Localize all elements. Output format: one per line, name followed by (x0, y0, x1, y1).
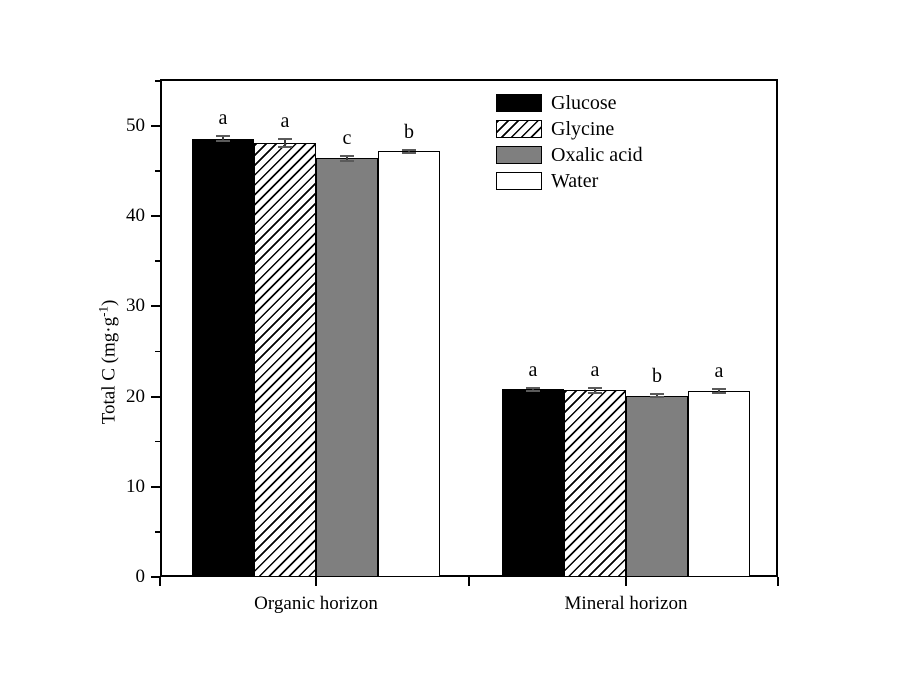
error-bar-line (408, 149, 410, 153)
bar-glucose (192, 138, 254, 577)
y-axis-minor-tick (155, 350, 160, 353)
legend-swatch-black-icon (496, 94, 542, 112)
y-axis-tick-label: 30 (126, 295, 145, 317)
legend-label: Oxalic acid (551, 144, 643, 166)
legend-swatch-gray-icon (496, 146, 542, 164)
error-bar-cap-top (588, 386, 602, 389)
bar-glycine (564, 390, 626, 577)
error-bar-cap-bottom (278, 146, 292, 149)
error-bar-cap-bottom (588, 391, 602, 394)
significance-letter: a (218, 107, 228, 130)
y-axis-tick-label: 20 (126, 385, 145, 407)
x-axis-tick (468, 577, 470, 586)
bar-glucose (502, 389, 564, 577)
y-axis-tick-label: 0 (135, 566, 146, 587)
y-axis-minor-tick (155, 531, 160, 533)
error-bar-line (532, 387, 534, 392)
significance-letter: b (652, 364, 662, 387)
significance-letter: a (714, 359, 724, 382)
y-axis-minor-tick (155, 170, 160, 172)
y-axis-minor-tick (155, 80, 160, 82)
error-bar-cap-top (650, 392, 664, 395)
bar-water (688, 391, 750, 577)
y-axis-major-tick (151, 485, 160, 488)
x-axis-category-label: Mineral horizon (564, 593, 688, 614)
error-bar-cap-bottom (712, 392, 726, 395)
error-bar-cap-top (340, 154, 354, 157)
error-bar-cap-top (278, 137, 292, 140)
error-bar-cap-top (216, 135, 230, 138)
significance-letter: a (280, 109, 290, 132)
bar-oxalic-acid (316, 158, 378, 577)
error-bar-line (594, 387, 596, 393)
legend-swatch-white-icon (496, 172, 542, 190)
y-axis-tick-label: 40 (126, 205, 145, 227)
error-bar-cap-bottom (650, 396, 664, 399)
y-axis-title-text: Total C (mg·g (98, 316, 120, 425)
x-axis-tick (625, 577, 627, 586)
error-bar-cap-top (526, 386, 540, 389)
error-bar-line (656, 393, 658, 398)
significance-letter: b (404, 120, 414, 143)
error-bar-cap-top (402, 148, 416, 151)
legend-label: Glycine (551, 118, 615, 140)
error-bar-cap-bottom (402, 151, 416, 154)
y-axis-major-tick (151, 124, 160, 127)
bar-glycine (254, 143, 316, 577)
legend-entry: Water (496, 168, 643, 194)
y-axis-major-tick (151, 215, 160, 218)
significance-letter: a (590, 358, 600, 381)
y-axis-major-tick (151, 305, 160, 308)
legend-label: Water (551, 170, 599, 192)
legend-entry: Glucose (496, 90, 643, 116)
error-bar-line (222, 136, 224, 141)
y-axis-major-tick (151, 395, 160, 398)
error-bar-line (718, 388, 720, 394)
y-axis-minor-tick (155, 440, 160, 443)
error-bar-cap-top (712, 387, 726, 390)
y-axis-minor-tick (155, 260, 160, 262)
error-bar-line (284, 138, 286, 148)
error-bar-cap-bottom (340, 160, 354, 163)
legend-label: Glucose (551, 92, 617, 114)
legend-entry: Glycine (496, 116, 643, 142)
y-axis-tick-label: 10 (126, 475, 145, 497)
error-bar-cap-bottom (526, 390, 540, 393)
x-axis-tick (315, 577, 317, 586)
error-bar-line (346, 155, 348, 162)
y-axis-major-tick (151, 576, 160, 578)
x-axis-tick (777, 577, 779, 586)
legend-swatch-hatch-icon (496, 120, 542, 138)
significance-letter: c (342, 126, 352, 149)
bar-water (378, 151, 440, 577)
bar-oxalic-acid (626, 395, 688, 577)
legend-entry: Oxalic acid (496, 142, 643, 168)
error-bar-cap-bottom (216, 139, 230, 142)
x-axis-tick (159, 577, 161, 586)
significance-letter: a (528, 358, 538, 381)
x-axis-category-label: Organic horizon (254, 593, 378, 614)
legend: Glucose Glycine Oxalic acid Water (496, 90, 643, 194)
y-axis-tick-label: 50 (126, 114, 145, 136)
